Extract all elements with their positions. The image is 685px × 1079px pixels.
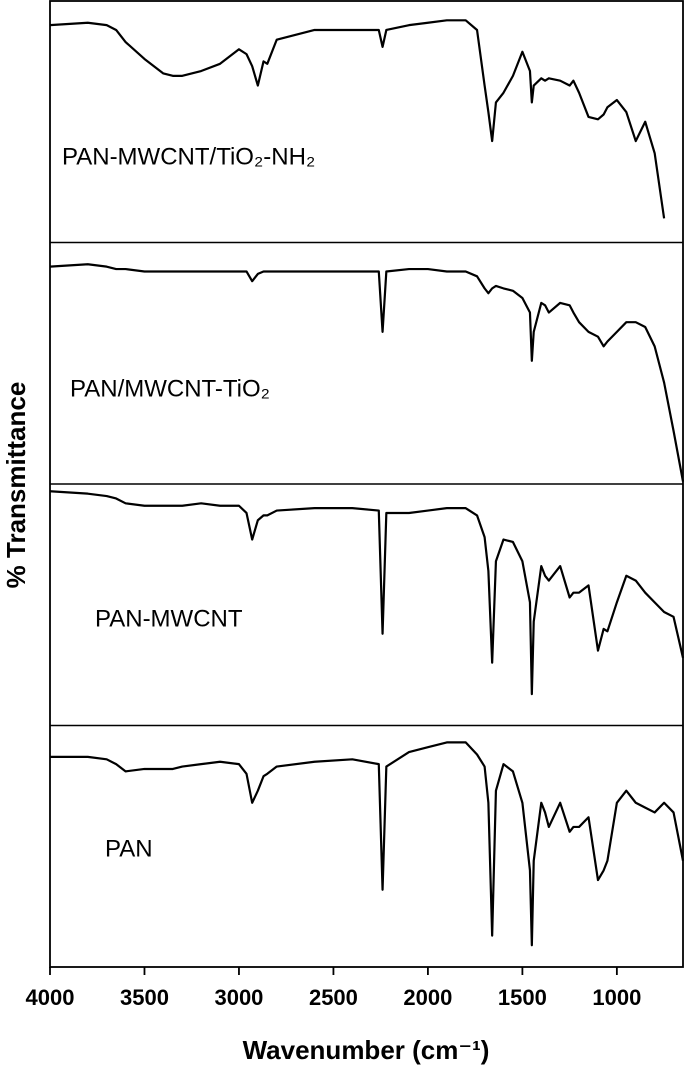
spectrum-line	[50, 741, 685, 947]
panel-label: PAN-MWCNT	[95, 605, 243, 632]
x-axis-title: Wavenumber (cm⁻¹)	[243, 1035, 490, 1065]
panel-label: PAN	[105, 835, 153, 862]
x-tick-label: 1000	[592, 985, 641, 1010]
plot-frame	[49, 0, 684, 968]
spectrum-line	[49, 490, 685, 696]
x-tick-label: 1500	[498, 985, 547, 1010]
x-tick-label: 3000	[214, 985, 263, 1010]
x-tick-label: 2500	[309, 985, 358, 1010]
y-axis-title: % Transmittance	[1, 382, 31, 589]
x-tick-label: 4000	[26, 985, 75, 1010]
panel-label: PAN/MWCNT-TiO₂	[70, 375, 270, 402]
panel-label: PAN-MWCNT/TiO₂-NH₂	[62, 143, 315, 170]
spectrum-line	[49, 263, 685, 482]
spectrum-line	[49, 19, 666, 219]
x-tick-label: 2000	[403, 985, 452, 1010]
x-tick-label: 3500	[120, 985, 169, 1010]
